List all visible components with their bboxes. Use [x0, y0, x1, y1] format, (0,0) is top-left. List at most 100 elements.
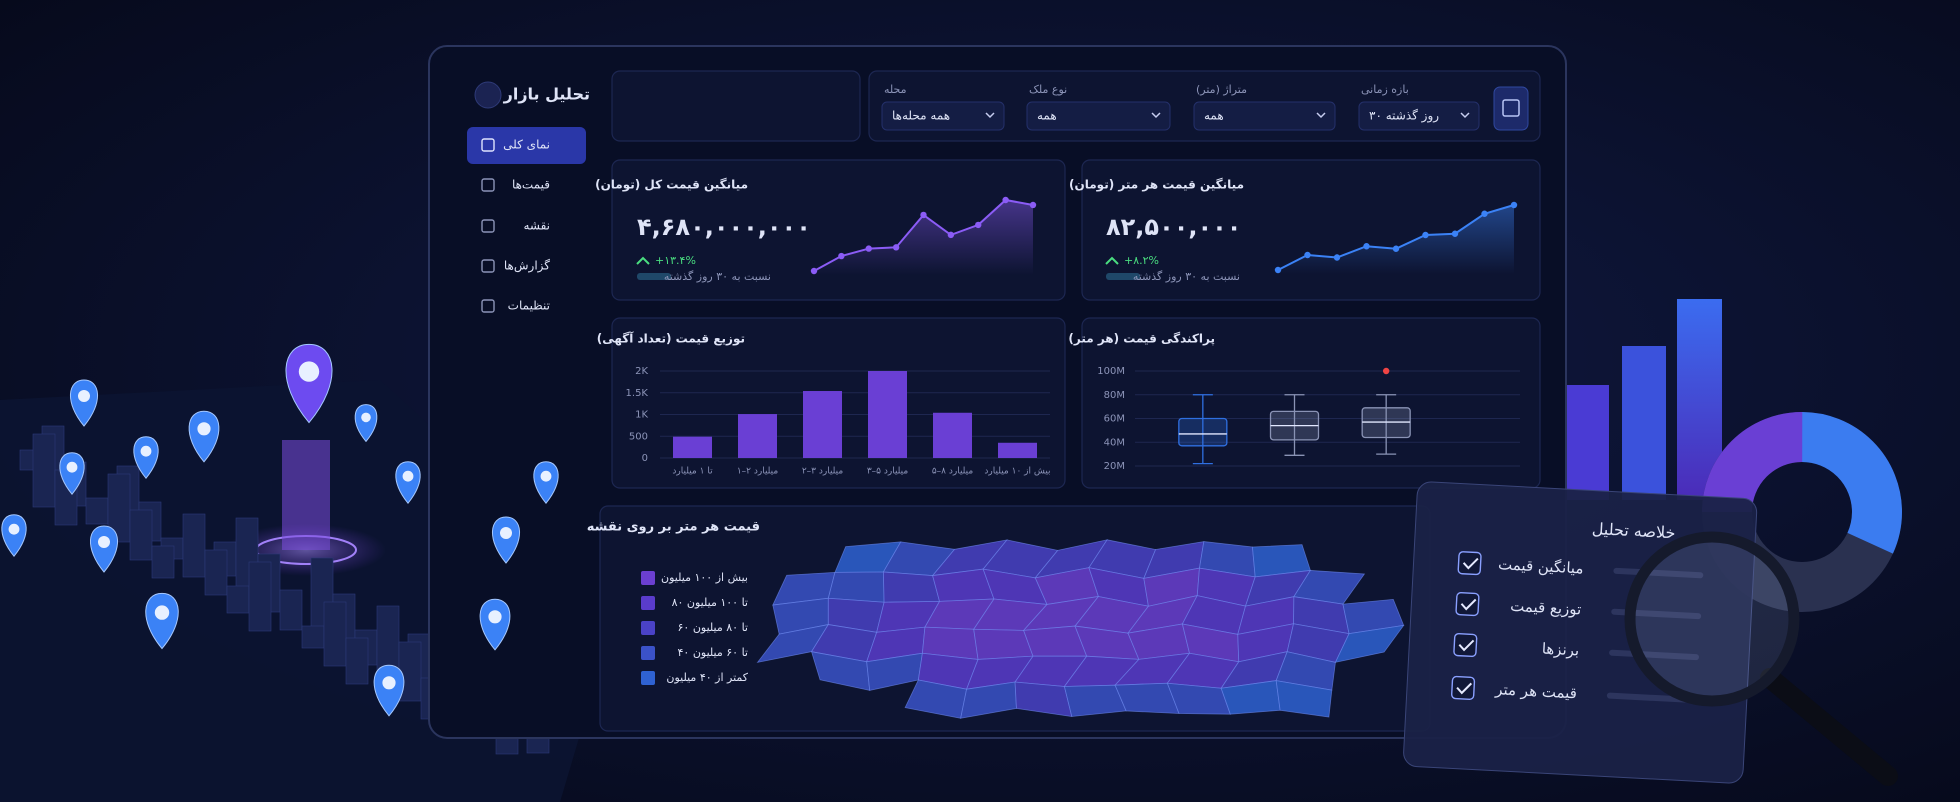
nav-item[interactable]: تنظیمات — [508, 299, 550, 313]
map-district — [1334, 624, 1405, 663]
building — [182, 513, 206, 578]
nav-icon — [481, 259, 495, 273]
kpi-note: نسبت به ۳۰ روز گذشته — [1133, 270, 1240, 283]
sparkline-point — [838, 252, 845, 260]
map-pin — [533, 461, 559, 504]
legend-label: کمتر از ۴۰ میلیون — [666, 671, 748, 684]
checkmark — [1456, 682, 1473, 695]
kpi-change: +۸.۲% — [1124, 254, 1159, 267]
x-tick-label: تا ۱ میلیارد — [672, 467, 713, 477]
sparkline-point — [1333, 254, 1341, 261]
pin-dot — [540, 470, 552, 482]
sparkline-point — [1422, 231, 1429, 239]
box — [1178, 417, 1228, 447]
bar — [933, 412, 972, 458]
filter-dropdown[interactable] — [881, 101, 1005, 131]
filter-value: همه — [1204, 109, 1224, 123]
nav-item[interactable]: نمای کلی — [503, 138, 550, 152]
y-tick-label: 2K — [635, 366, 648, 377]
filter-value: همه محله‌ها — [892, 109, 950, 123]
nav-item[interactable]: نقشه — [523, 219, 550, 233]
blurred-label — [637, 273, 671, 280]
nav-item[interactable]: قیمت‌ها — [512, 178, 550, 192]
sidebar-title: تحلیل بازار — [503, 85, 590, 104]
bar — [998, 442, 1037, 458]
nav-active — [467, 127, 586, 164]
nav-item[interactable]: گزارش‌ها — [504, 259, 550, 274]
y-tick-label: 100M — [1097, 366, 1125, 377]
legend-swatch — [641, 671, 655, 685]
kpi-arrow — [1105, 256, 1119, 265]
y-tick-label: 0 — [642, 453, 648, 464]
building — [85, 497, 109, 525]
sparkline-point — [1274, 266, 1282, 274]
nav-icon — [481, 178, 495, 192]
x-tick-label: بیش از ۱۰ میلیارد — [984, 467, 1050, 477]
calendar-button[interactable] — [1493, 86, 1529, 131]
decor-bar — [1622, 346, 1666, 500]
pin-dot — [361, 412, 371, 423]
sparkline-point — [1451, 230, 1459, 237]
legend-label: بیش از ۱۰۰ میلیون — [661, 571, 748, 584]
chart-title: توزیع قیمت (تعداد آگهی) — [597, 331, 745, 347]
chevron — [1151, 112, 1161, 119]
filter-dropdown[interactable] — [1358, 101, 1480, 131]
legend-label: ۴۰ تا ۶۰ میلیون — [677, 646, 748, 659]
pin-dot — [98, 536, 110, 548]
sparkline-point — [1029, 201, 1037, 209]
checkbox[interactable] — [1451, 675, 1476, 701]
sparkline-point — [1481, 210, 1488, 217]
filter-dropdown[interactable] — [1193, 101, 1336, 131]
x-tick-label: ۵–۸ میلیارد — [932, 467, 974, 477]
sparkline-area — [1278, 205, 1514, 274]
pin-dot — [298, 361, 320, 382]
kpi-arrow — [636, 256, 650, 265]
building — [323, 601, 347, 667]
checkmark — [1458, 639, 1475, 652]
y-tick-label: 1.5K — [626, 388, 649, 399]
pin-dot — [66, 461, 78, 473]
building — [279, 589, 303, 631]
checkmark — [1462, 557, 1479, 570]
filter-label: متراژ (متر) — [1196, 83, 1247, 96]
pin-dot — [8, 523, 20, 535]
legend-swatch — [641, 596, 655, 610]
map-pin — [1, 514, 27, 557]
pins — [1, 343, 559, 717]
calendar-icon — [1502, 99, 1520, 117]
y-tick-label: 60M — [1104, 414, 1125, 425]
checkbox[interactable] — [1453, 632, 1478, 658]
placeholder-line — [1606, 692, 1697, 704]
x-tick-label: ۳–۵ میلیارد — [867, 467, 909, 477]
summary-panel — [1403, 481, 1758, 784]
pin-dot — [154, 605, 170, 620]
checkbox[interactable] — [1457, 551, 1482, 576]
legend-swatch — [641, 571, 655, 585]
map-pin — [373, 664, 405, 717]
building — [107, 473, 131, 543]
map-pin — [59, 452, 85, 495]
map-district — [827, 571, 885, 603]
map-district — [973, 628, 1034, 660]
checkbox[interactable] — [1455, 592, 1480, 617]
bar — [738, 414, 777, 458]
sparkline-point — [1363, 243, 1370, 250]
sparkline-area — [814, 200, 1033, 275]
y-tick-label: 80M — [1104, 390, 1125, 401]
map-title: قیمت هر متر بر روی نقشه — [587, 520, 760, 535]
building — [151, 545, 175, 579]
building — [129, 509, 153, 561]
map-pin — [70, 379, 98, 427]
filter-dropdown[interactable] — [1026, 101, 1171, 131]
sparkline-point — [1392, 245, 1400, 252]
nav-icon — [481, 219, 495, 233]
pin-dot — [382, 676, 396, 690]
bar — [868, 371, 907, 458]
map-district — [1275, 680, 1333, 718]
bar — [803, 391, 842, 458]
box-flier — [1382, 367, 1390, 375]
sparkline-point — [892, 244, 900, 251]
kpi-value: ۴,۶۸۰,۰۰۰,۰۰۰ — [637, 213, 811, 241]
checkmark — [1460, 598, 1477, 611]
